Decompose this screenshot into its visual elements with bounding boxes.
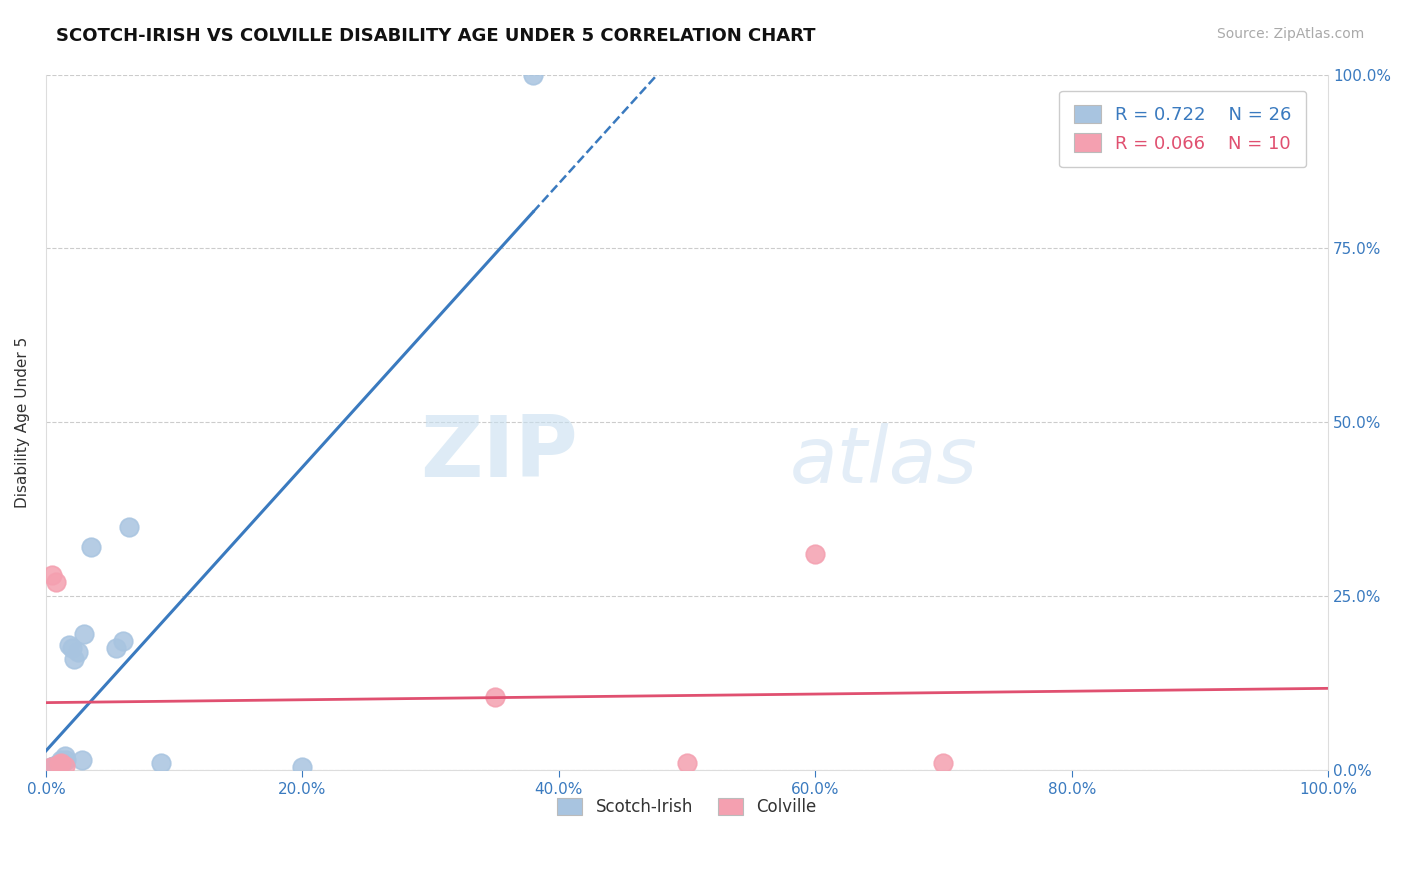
- Point: [66, 645, 89, 659]
- Y-axis label: Disability Age Under 5: Disability Age Under 5: [15, 336, 30, 508]
- Point: [932, 756, 955, 770]
- Point: [484, 690, 506, 704]
- Point: [51, 753, 73, 767]
- Point: [118, 519, 141, 533]
- Point: [105, 641, 128, 656]
- Point: [39, 759, 62, 773]
- Point: [45, 758, 67, 772]
- Text: SCOTCH-IRISH VS COLVILLE DISABILITY AGE UNDER 5 CORRELATION CHART: SCOTCH-IRISH VS COLVILLE DISABILITY AGE …: [56, 27, 815, 45]
- Point: [52, 755, 75, 769]
- Point: [73, 627, 96, 641]
- Point: [80, 541, 103, 555]
- Point: [48, 757, 70, 772]
- Point: [41, 760, 63, 774]
- Point: [804, 548, 827, 562]
- Point: [53, 759, 76, 773]
- Point: [53, 749, 76, 764]
- Point: [111, 634, 134, 648]
- Point: [58, 638, 80, 652]
- Point: [70, 753, 93, 767]
- Point: [42, 759, 65, 773]
- Point: [38, 761, 60, 775]
- Point: [48, 757, 70, 772]
- Point: [49, 756, 72, 770]
- Text: ZIP: ZIP: [420, 412, 578, 495]
- Point: [60, 641, 83, 656]
- Point: [39, 759, 62, 773]
- Point: [522, 68, 544, 82]
- Point: [46, 759, 69, 773]
- Point: [55, 753, 77, 767]
- Point: [63, 651, 86, 665]
- Point: [51, 756, 73, 770]
- Text: atlas: atlas: [790, 423, 977, 499]
- Point: [45, 575, 67, 590]
- Point: [41, 568, 63, 582]
- Point: [150, 756, 173, 770]
- Point: [44, 759, 66, 773]
- Point: [676, 756, 699, 770]
- Text: Source: ZipAtlas.com: Source: ZipAtlas.com: [1216, 27, 1364, 41]
- Point: [291, 759, 314, 773]
- Legend: Scotch-Irish, Colville: Scotch-Irish, Colville: [550, 789, 825, 824]
